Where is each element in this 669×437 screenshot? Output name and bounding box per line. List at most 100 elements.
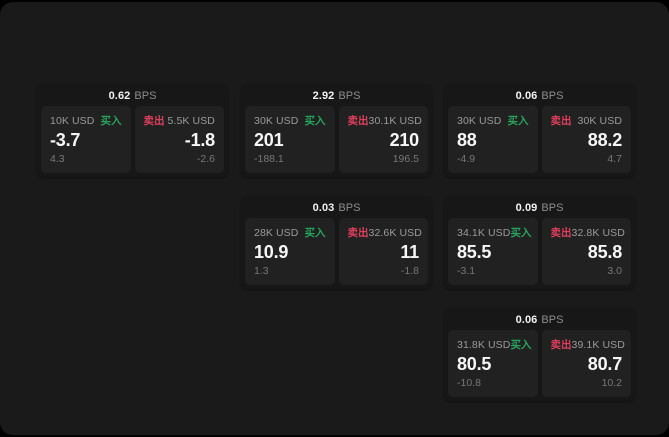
buy-side-label: 买入: [100, 115, 122, 127]
ask-delta: 196.5: [392, 153, 419, 165]
ask-size-label: 30.1K USD: [368, 114, 422, 127]
ask-delta: -1.8: [400, 265, 419, 277]
quote-column-2: 2.92 BPS 30K USD 买入 201 -188.1 卖出: [241, 84, 432, 308]
ask-price: 11: [400, 242, 419, 262]
sell-side-label: 卖出: [550, 339, 572, 351]
bid-panel[interactable]: 31.8K USD 买入 80.5 -10.8: [448, 330, 538, 397]
card-header: 0.06 BPS: [448, 312, 631, 330]
bps-value: 0.03: [312, 202, 335, 214]
bps-unit-label: BPS: [541, 202, 564, 214]
buy-side-label: 买入: [510, 339, 532, 351]
quote-card[interactable]: 0.03 BPS 28K USD 买入 10.9 1.3 卖出: [241, 196, 432, 289]
bid-size-label: 28K USD: [254, 226, 299, 239]
buy-side-label: 买入: [507, 115, 529, 127]
ask-size-label: 32.6K USD: [368, 226, 422, 239]
ask-panel-header: 卖出 32.8K USD: [550, 226, 625, 240]
bid-delta: -188.1: [254, 153, 284, 165]
buy-side-label: 买入: [304, 227, 326, 239]
card-body: 34.1K USD 买入 85.5 -3.1 卖出 32.8K USD 85.8…: [448, 218, 631, 285]
ask-size-label: 5.5K USD: [167, 114, 215, 127]
card-body: 31.8K USD 买入 80.5 -10.8 卖出 39.1K USD 80.…: [448, 330, 631, 397]
ask-panel[interactable]: 卖出 30.1K USD 210 196.5: [338, 106, 428, 173]
bid-delta: -10.8: [457, 377, 481, 389]
bid-panel[interactable]: 30K USD 买入 88 -4.9: [448, 106, 538, 173]
quote-card[interactable]: 2.92 BPS 30K USD 买入 201 -188.1 卖出: [241, 84, 432, 177]
sell-side-label: 卖出: [143, 115, 165, 127]
ask-panel[interactable]: 卖出 32.6K USD 11 -1.8: [338, 218, 428, 285]
ask-size-label: 30K USD: [577, 114, 622, 127]
ask-delta: 10.2: [601, 377, 622, 389]
ask-size-label: 32.8K USD: [571, 226, 625, 239]
quote-card[interactable]: 0.62 BPS 10K USD 买入 -3.7 4.3 卖出: [37, 84, 228, 177]
ask-panel[interactable]: 卖出 5.5K USD -1.8 -2.6: [134, 106, 224, 173]
quote-card[interactable]: 0.09 BPS 34.1K USD 买入 85.5 -3.1 卖出: [444, 196, 635, 289]
bid-panel-header: 30K USD 买入: [457, 114, 529, 128]
ask-price: 210: [389, 130, 420, 150]
bid-delta: -3.1: [457, 265, 476, 277]
bid-delta: -4.9: [457, 153, 476, 165]
quote-column-1: 0.62 BPS 10K USD 买入 -3.7 4.3 卖出: [37, 84, 228, 196]
bid-price: 201: [254, 130, 284, 150]
bps-value: 0.09: [515, 202, 538, 214]
ask-delta: 3.0: [607, 265, 622, 277]
bid-size-label: 30K USD: [254, 114, 299, 127]
bid-price: 10.9: [254, 242, 289, 262]
quote-card[interactable]: 0.06 BPS 31.8K USD 买入 80.5 -10.8 卖: [444, 308, 635, 401]
bps-value: 0.06: [515, 314, 538, 326]
bps-unit-label: BPS: [541, 314, 564, 326]
ask-panel[interactable]: 卖出 30K USD 88.2 4.7: [541, 106, 631, 173]
card-header: 2.92 BPS: [245, 88, 428, 106]
card-body: 30K USD 买入 88 -4.9 卖出 30K USD 88.2 4.7: [448, 106, 631, 173]
ask-delta: -2.6: [196, 153, 215, 165]
bid-price: 88: [457, 130, 477, 150]
bid-price: -3.7: [50, 130, 81, 150]
card-header: 0.06 BPS: [448, 88, 631, 106]
bps-value: 0.62: [108, 90, 131, 102]
quote-column-3: 0.06 BPS 30K USD 买入 88 -4.9 卖出: [444, 84, 635, 420]
ask-panel-header: 卖出 5.5K USD: [143, 114, 216, 128]
ask-size-label: 39.1K USD: [571, 338, 625, 351]
bps-unit-label: BPS: [541, 90, 564, 102]
bid-panel-header: 28K USD 买入: [254, 226, 326, 240]
ask-panel-header: 卖出 30K USD: [550, 114, 623, 128]
card-body: 28K USD 买入 10.9 1.3 卖出 32.6K USD 11 -1.8: [245, 218, 428, 285]
bid-size-label: 10K USD: [50, 114, 95, 127]
bid-size-label: 30K USD: [457, 114, 502, 127]
ask-panel-header: 卖出 30.1K USD: [347, 114, 422, 128]
bid-size-label: 34.1K USD: [457, 226, 511, 239]
bid-panel[interactable]: 34.1K USD 买入 85.5 -3.1: [448, 218, 538, 285]
buy-side-label: 买入: [510, 227, 532, 239]
ask-panel[interactable]: 卖出 39.1K USD 80.7 10.2: [541, 330, 631, 397]
card-body: 30K USD 买入 201 -188.1 卖出 30.1K USD 210 1…: [245, 106, 428, 173]
bid-panel-header: 30K USD 买入: [254, 114, 326, 128]
ask-panel-header: 卖出 39.1K USD: [550, 338, 625, 352]
bid-delta: 1.3: [254, 265, 269, 277]
bps-unit-label: BPS: [338, 202, 361, 214]
bps-unit-label: BPS: [134, 90, 157, 102]
bid-size-label: 31.8K USD: [457, 338, 511, 351]
bid-panel-header: 34.1K USD 买入: [457, 226, 532, 240]
buy-side-label: 买入: [304, 115, 326, 127]
ask-price: 85.8: [587, 242, 622, 262]
sell-side-label: 卖出: [550, 227, 572, 239]
card-body: 10K USD 买入 -3.7 4.3 卖出 5.5K USD -1.8 -2.…: [41, 106, 224, 173]
card-header: 0.09 BPS: [448, 200, 631, 218]
ask-delta: 4.7: [607, 153, 622, 165]
ask-panel[interactable]: 卖出 32.8K USD 85.8 3.0: [541, 218, 631, 285]
bid-price: 85.5: [457, 242, 492, 262]
bid-panel[interactable]: 30K USD 买入 201 -188.1: [245, 106, 335, 173]
quote-card[interactable]: 0.06 BPS 30K USD 买入 88 -4.9 卖出: [444, 84, 635, 177]
bps-value: 0.06: [515, 90, 538, 102]
sell-side-label: 卖出: [550, 115, 572, 127]
sell-side-label: 卖出: [347, 115, 369, 127]
bid-panel[interactable]: 28K USD 买入 10.9 1.3: [245, 218, 335, 285]
bid-panel[interactable]: 10K USD 买入 -3.7 4.3: [41, 106, 131, 173]
card-header: 0.03 BPS: [245, 200, 428, 218]
bps-value: 2.92: [312, 90, 335, 102]
ask-price: 80.7: [587, 354, 622, 374]
bps-unit-label: BPS: [338, 90, 361, 102]
card-header: 0.62 BPS: [41, 88, 224, 106]
bid-panel-header: 10K USD 买入: [50, 114, 122, 128]
bid-panel-header: 31.8K USD 买入: [457, 338, 532, 352]
